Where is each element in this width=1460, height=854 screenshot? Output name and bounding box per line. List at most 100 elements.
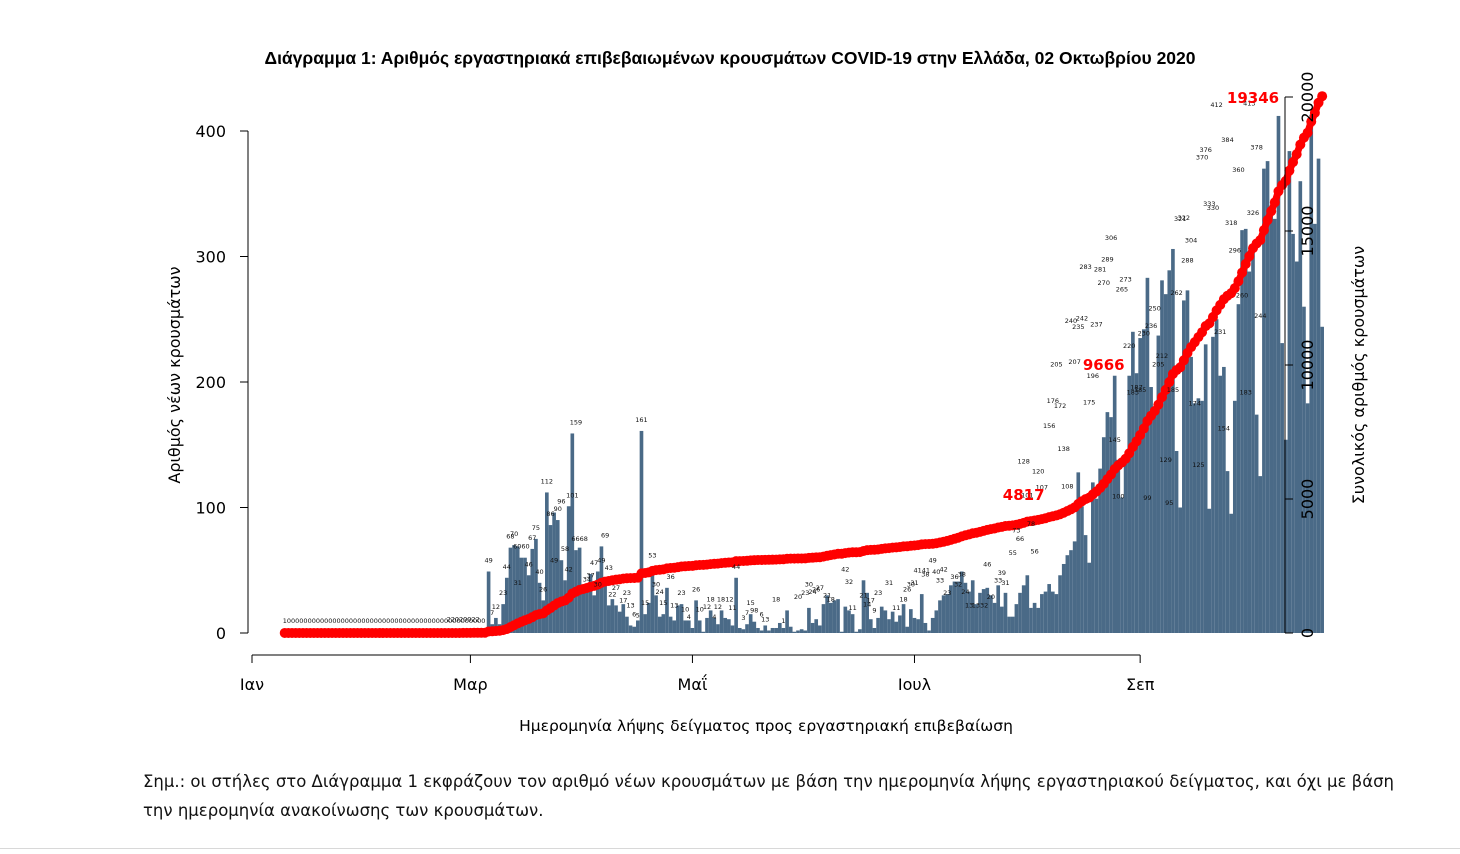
bar <box>949 585 953 633</box>
bar <box>701 631 706 633</box>
bar-value-label: 183 <box>1127 388 1139 396</box>
bar-value-label: 40 <box>535 568 543 576</box>
bar-value-label: 36 <box>666 573 674 581</box>
bar <box>723 617 728 633</box>
bar-value-label: 318 <box>1225 219 1237 227</box>
bar <box>686 620 691 633</box>
bar <box>836 599 840 633</box>
bar <box>1189 356 1193 633</box>
bar-value-label: 24 <box>961 588 969 596</box>
bar <box>1269 215 1274 633</box>
cumulative-line-group <box>279 91 1328 638</box>
bar-value-label: 22 <box>608 590 616 598</box>
bar-value-label: 273 <box>1119 275 1131 283</box>
bar-value-label: 1812 <box>717 595 734 603</box>
bar <box>646 602 651 633</box>
bar-value-label: 6668 <box>571 535 588 543</box>
right-tick-label: 10000 <box>1298 340 1317 391</box>
bar-value-label: 30 <box>652 580 660 588</box>
cumulative-value-label: 9666 <box>1083 356 1125 374</box>
bar <box>1047 584 1051 633</box>
bar-value-label: 14 <box>863 600 871 608</box>
bar <box>767 630 771 633</box>
cumulative-value-label: 4817 <box>1003 486 1045 504</box>
bar-value-label: 37 <box>586 572 594 580</box>
bar <box>818 625 822 633</box>
bar <box>832 600 837 633</box>
bar-value-label: 12 <box>714 603 722 611</box>
bar-value-label: 108 <box>1061 482 1073 490</box>
bar <box>839 631 844 633</box>
bar <box>1200 400 1204 633</box>
bar-value-label: 1 <box>781 617 785 625</box>
bar <box>1138 338 1142 633</box>
bar <box>639 430 644 633</box>
bar-value-label: 378 <box>1250 144 1262 152</box>
bar <box>1207 508 1212 633</box>
bar-value-label: 68 <box>506 533 514 541</box>
bar <box>515 546 520 633</box>
cumulative-point <box>1237 267 1248 278</box>
bar <box>1254 414 1259 633</box>
bar <box>1014 604 1019 633</box>
bar <box>1156 335 1161 633</box>
bar <box>519 557 524 633</box>
bar <box>512 545 516 633</box>
bar <box>992 602 997 633</box>
bar-value-label: 55 <box>1009 549 1017 557</box>
bar-value-label: 32 <box>845 578 853 586</box>
bar <box>879 606 884 633</box>
bar <box>737 627 742 633</box>
bar-value-label: 175 <box>1083 398 1095 406</box>
bar <box>850 614 855 633</box>
bar <box>504 577 509 633</box>
bar <box>1229 513 1233 633</box>
bar <box>894 621 899 633</box>
bar <box>1025 575 1030 633</box>
bar-value-label: 26 <box>812 585 820 593</box>
bar <box>501 604 505 633</box>
bar-value-label: 120 <box>1032 467 1044 475</box>
bar <box>770 627 775 633</box>
x-tick-label: Ιουλ <box>898 675 931 694</box>
bar-value-label: 13 <box>670 602 678 610</box>
bar <box>981 589 986 633</box>
bar-value-label: 33 <box>936 577 944 585</box>
bar <box>821 604 826 633</box>
bar-value-label: 42 <box>565 565 573 573</box>
bar-value-label: 15 <box>641 599 649 607</box>
bar-value-label: 322 <box>1178 214 1190 222</box>
bar-value-label: 13 <box>626 602 634 610</box>
bar-value-label: 20 <box>794 593 802 601</box>
bar-value-label: 7 <box>490 609 494 617</box>
cumulative-value-label: 19346 <box>1227 89 1279 107</box>
cumulative-point <box>1244 251 1255 262</box>
bar-value-label: 321 <box>1174 215 1186 223</box>
bar-value-label: 46 <box>983 560 991 568</box>
left-tick-label: 300 <box>195 248 226 267</box>
bar <box>1305 403 1310 633</box>
bar <box>636 620 640 633</box>
left-tick-label: 100 <box>195 499 226 518</box>
bar-value-label: 231 <box>1214 328 1226 336</box>
bar-value-label: 242 <box>1076 314 1088 322</box>
bar <box>1021 585 1026 633</box>
bar <box>1134 373 1139 633</box>
bar-value-label: 376 <box>1199 146 1211 154</box>
bar <box>970 580 975 633</box>
bar <box>1196 398 1201 633</box>
bar <box>872 627 877 633</box>
bar <box>1185 290 1190 633</box>
bar-value-label: 205 <box>1050 361 1062 369</box>
bar-value-label: 306 <box>1105 234 1117 242</box>
bar-value-label: 10 <box>696 605 704 613</box>
bar <box>923 622 928 633</box>
bar-value-label: 159 <box>570 418 582 426</box>
bar <box>792 631 797 633</box>
cumulative-point <box>1288 157 1299 168</box>
bar <box>1018 592 1022 633</box>
cumulative-labels-group: 4817 9666 19346 <box>1003 89 1279 504</box>
bar-value-label: 283 <box>1079 263 1091 271</box>
bar <box>1061 563 1066 633</box>
bar <box>898 615 902 633</box>
